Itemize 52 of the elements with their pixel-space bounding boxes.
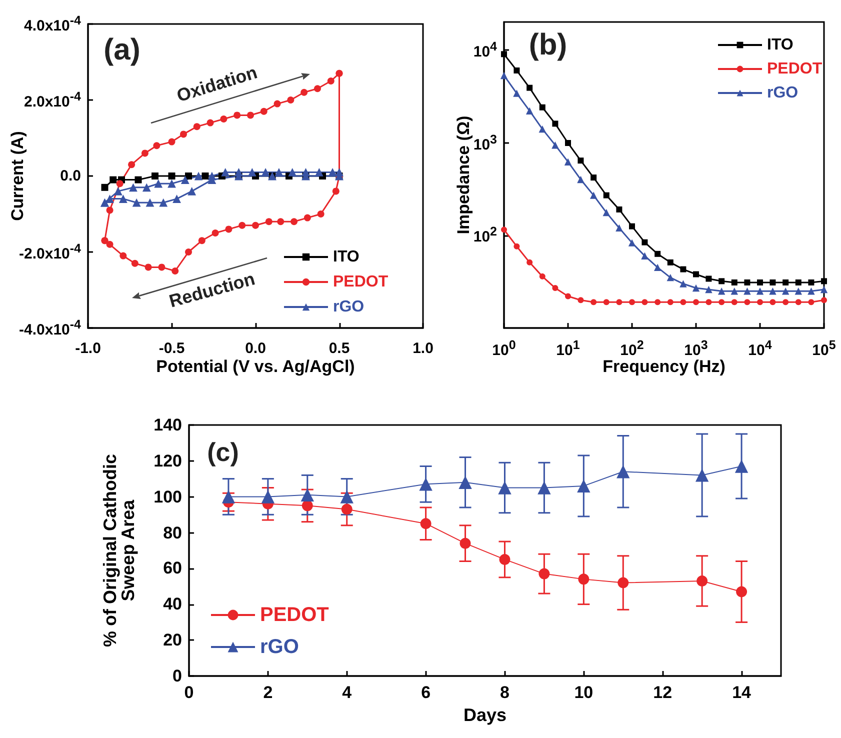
x-tick-label: 10$^{0}$ bbox=[492, 338, 516, 359]
x-tick-label: 4 bbox=[342, 683, 352, 702]
y-axis-title: Impedance (Ω) bbox=[454, 116, 473, 234]
x-tick-label: 10$^{4}$ bbox=[748, 338, 772, 359]
y-tick-label: 0.0 bbox=[60, 168, 81, 184]
y-tick-label: 0 bbox=[172, 666, 182, 686]
annotation: (c) bbox=[207, 437, 239, 467]
y-tick-label: 80 bbox=[163, 523, 182, 542]
legend-label: rGO bbox=[767, 84, 798, 102]
y-tick-label: 10$^{3}$ bbox=[473, 132, 497, 154]
legend-label: PEDOT bbox=[260, 604, 329, 626]
y-tick-label: 20 bbox=[163, 630, 182, 650]
x-tick-label: 10$^{2}$ bbox=[620, 338, 644, 359]
x-tick-label: 0.5 bbox=[328, 340, 350, 357]
y-tick-label: 2.0x10$^{-4}$ bbox=[24, 90, 81, 110]
x-tick-label: 8 bbox=[500, 683, 510, 702]
y-tick-label: 40 bbox=[163, 594, 182, 614]
x-tick-label: 0.0 bbox=[245, 340, 266, 357]
y-axis-title: % of Original Cathodic Sweep Area bbox=[100, 454, 138, 648]
annotation: (b) bbox=[528, 28, 568, 62]
y-tick-label: 10$^{2}$ bbox=[473, 224, 497, 246]
y-tick-label: -2.0x10$^{-4}$ bbox=[19, 242, 81, 262]
x-tick-label: 14 bbox=[732, 683, 751, 702]
y-tick-label: 10$^{4}$ bbox=[473, 39, 497, 60]
x-tick-label: 10$^{3}$ bbox=[684, 338, 708, 359]
legend-label: ITO bbox=[767, 36, 794, 54]
legend-label: PEDOT bbox=[767, 60, 822, 78]
x-tick-label: 2 bbox=[263, 683, 273, 702]
x-tick-label: -0.5 bbox=[158, 340, 185, 357]
x-tick-label: 10 bbox=[574, 683, 594, 702]
x-tick-label: 10$^{1}$ bbox=[556, 338, 580, 359]
legend-label: rGO bbox=[260, 636, 299, 658]
y-tick-label: 140 bbox=[154, 416, 182, 434]
y-tick-label: 100 bbox=[154, 487, 182, 506]
legend-label: PEDOT bbox=[333, 274, 388, 290]
x-tick-label: -1.0 bbox=[75, 340, 101, 357]
x-axis-title: Frequency (Hz) bbox=[602, 357, 726, 376]
y-axis-title: Current (A) bbox=[8, 131, 27, 221]
legend-label: ITO bbox=[333, 248, 360, 266]
x-tick-label: 6 bbox=[421, 683, 431, 702]
x-axis-title: Days bbox=[463, 705, 507, 725]
legend-label: rGO bbox=[333, 298, 364, 316]
y-tick-label: 120 bbox=[154, 451, 182, 470]
x-tick-label: 10$^{5}$ bbox=[812, 338, 836, 359]
y-tick-label: 60 bbox=[163, 558, 182, 578]
annotation: (a) bbox=[104, 34, 140, 66]
x-tick-label: 1.0 bbox=[412, 340, 434, 357]
x-tick-label: 12 bbox=[653, 683, 672, 702]
x-tick-label: 0 bbox=[184, 683, 194, 702]
x-axis-title: Potential (V vs. Ag/AgCl) bbox=[156, 357, 355, 376]
y-tick-label: 4.0x10$^{-4}$ bbox=[24, 14, 81, 34]
y-tick-label: -4.0x10$^{-4}$ bbox=[19, 318, 81, 338]
